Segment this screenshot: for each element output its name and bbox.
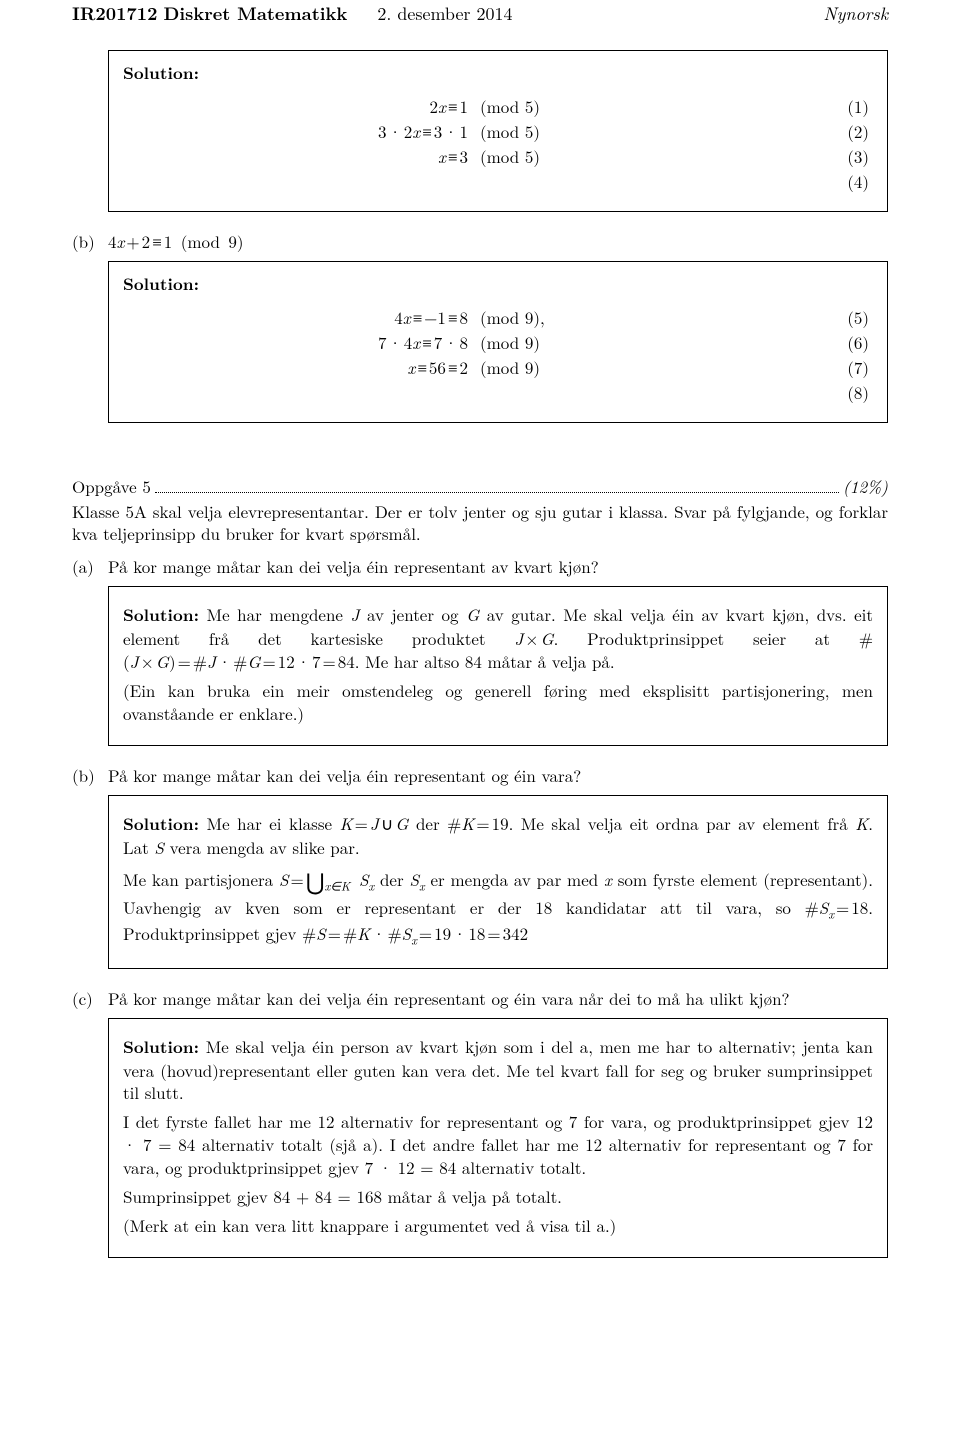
eq-num: (4) bbox=[735, 170, 873, 193]
solution-a-p1: Solution: Me har mengdene J av jenter og… bbox=[123, 603, 873, 673]
question-text: På kor mange måtar kan dei velja éin rep… bbox=[108, 555, 888, 578]
solution-label: Solution: bbox=[123, 1035, 199, 1059]
solution-box-a: Solution: Me har mengdene J av jenter og… bbox=[108, 586, 888, 746]
header-date: 2. desember 2014 bbox=[377, 1, 512, 26]
eq-right: (mod 5) bbox=[474, 95, 735, 118]
text: Me har mengdene bbox=[207, 602, 351, 626]
header-lang: Nynorsk bbox=[823, 2, 888, 26]
eq-left: x≡56≡2 bbox=[123, 356, 474, 379]
eq-row: x≡56≡2 (mod 9) (7) bbox=[123, 356, 873, 379]
header-left: IR201712 Diskret Matematikk 2. desember … bbox=[72, 2, 513, 26]
text: Me har altso 84 måtar å velja på. bbox=[359, 649, 614, 673]
solution-box-b: Solution: Me har ei klasse K=J∪G der #K=… bbox=[108, 795, 888, 969]
text: Me skal velja éin person av kvart kjøn s… bbox=[123, 1034, 873, 1105]
solution-label: Solution: bbox=[123, 603, 199, 627]
eq-right: (mod 9) bbox=[474, 331, 735, 354]
eq-right: (mod 5) bbox=[474, 120, 735, 143]
oppgave-name: Oppgåve 5 bbox=[72, 475, 151, 498]
question-label: (b) bbox=[72, 764, 108, 787]
text: er mengda av par med bbox=[430, 867, 604, 891]
spacer bbox=[72, 441, 888, 467]
text: Me kan partisjonera bbox=[123, 867, 279, 891]
solution-box-1: Solution: 2x≡1 (mod 5) (1) 3·2x≡3·1 (mod… bbox=[108, 50, 888, 212]
solution-label: Solution: bbox=[123, 61, 199, 85]
course-name: Diskret Matematikk bbox=[163, 1, 347, 26]
dot-leader bbox=[155, 492, 839, 493]
subitem-label: (b) bbox=[72, 230, 108, 253]
eq-row: 4x≡−1≡8 (mod 9), (5) bbox=[123, 306, 873, 329]
eq-right: (mod 9), bbox=[474, 306, 735, 329]
eq-right: (mod 5) bbox=[474, 145, 735, 168]
eq-num: (2) bbox=[735, 120, 873, 143]
eq-num: (7) bbox=[735, 356, 873, 379]
solution-box-2: Solution: 4x≡−1≡8 (mod 9), (5) 7·4x≡7·8 … bbox=[108, 261, 888, 423]
text: av jenter og bbox=[367, 602, 466, 626]
oppgave-percent: (12%) bbox=[843, 475, 888, 498]
subitem-b1: (b) 4x+2≡1 (mod 9) bbox=[72, 230, 888, 253]
text: . Produktprinsippet seier at bbox=[554, 626, 859, 650]
question-b: (b) På kor mange måtar kan dei velja éin… bbox=[72, 764, 888, 787]
eq-row: 2x≡1 (mod 5) (1) bbox=[123, 95, 873, 118]
eq-right: (mod 9) bbox=[474, 356, 735, 379]
eq-block-1: 2x≡1 (mod 5) (1) 3·2x≡3·1 (mod 5) (2) x≡… bbox=[123, 95, 873, 193]
solution-b-p2: Me kan partisjonera S=⋃x∈K Sx der Sx er … bbox=[123, 865, 873, 948]
eq-num: (5) bbox=[735, 306, 873, 329]
eq-num: (8) bbox=[735, 381, 873, 404]
question-text: På kor mange måtar kan dei velja éin rep… bbox=[108, 987, 888, 1010]
text: . Me skal velja eit ordna par av element… bbox=[509, 811, 856, 835]
solution-c-p4: (Merk at ein kan vera litt knappare i ar… bbox=[123, 1214, 873, 1237]
solution-label: Solution: bbox=[123, 812, 199, 836]
text: der bbox=[380, 867, 409, 891]
eq-left: 3·2x≡3·1 bbox=[123, 120, 474, 143]
question-text: På kor mange måtar kan dei velja éin rep… bbox=[108, 764, 888, 787]
eq-row: 7·4x≡7·8 (mod 9) (6) bbox=[123, 331, 873, 354]
eq-num: (6) bbox=[735, 331, 873, 354]
eq-row: (4) bbox=[123, 170, 873, 193]
eq-left: 7·4x≡7·8 bbox=[123, 331, 474, 354]
text: der bbox=[416, 811, 447, 835]
page: IR201712 Diskret Matematikk 2. desember … bbox=[0, 0, 960, 1452]
solution-a-p2: (Ein kan bruka ein meir omstendeleg og g… bbox=[123, 679, 873, 725]
eq-row: x≡3 (mod 5) (3) bbox=[123, 145, 873, 168]
question-a: (a) På kor mange måtar kan dei velja éin… bbox=[72, 555, 888, 578]
eq-num: (1) bbox=[735, 95, 873, 118]
subitem-text: 4x+2≡1 (mod 9) bbox=[108, 230, 888, 253]
solution-c-p2: I det fyrste fallet har me 12 alternativ… bbox=[123, 1110, 873, 1179]
eq-block-2: 4x≡−1≡8 (mod 9), (5) 7·4x≡7·8 (mod 9) (6… bbox=[123, 306, 873, 404]
oppgave-5-intro: Klasse 5A skal velja elevrepresentantar.… bbox=[72, 500, 888, 546]
text: Me har ei klasse bbox=[207, 811, 340, 835]
solution-c-p1: Solution: Me skal velja éin person av kv… bbox=[123, 1035, 873, 1105]
eq-row: 3·2x≡3·1 (mod 5) (2) bbox=[123, 120, 873, 143]
question-label: (c) bbox=[72, 987, 108, 1010]
question-c: (c) På kor mange måtar kan dei velja éin… bbox=[72, 987, 888, 1010]
eq-left: 2x≡1 bbox=[123, 95, 474, 118]
course-code: IR201712 bbox=[72, 1, 157, 26]
solution-c-p3: Sumprinsippet gjev 84 + 84 = 168 måtar å… bbox=[123, 1185, 873, 1208]
eq-left: x≡3 bbox=[123, 145, 474, 168]
oppgave-5-heading: Oppgåve 5 (12%) bbox=[72, 475, 888, 498]
solution-box-c: Solution: Me skal velja éin person av kv… bbox=[108, 1018, 888, 1259]
text: vera mengda av slike par. bbox=[164, 835, 360, 859]
eq-num: (3) bbox=[735, 145, 873, 168]
page-header: IR201712 Diskret Matematikk 2. desember … bbox=[72, 0, 888, 26]
question-label: (a) bbox=[72, 555, 108, 578]
solution-b-p1: Solution: Me har ei klasse K=J∪G der #K=… bbox=[123, 812, 873, 859]
eq-row: (8) bbox=[123, 381, 873, 404]
solution-label: Solution: bbox=[123, 272, 199, 296]
eq-left: 4x≡−1≡8 bbox=[123, 306, 474, 329]
